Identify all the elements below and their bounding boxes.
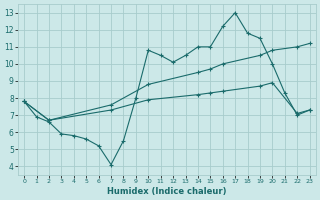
X-axis label: Humidex (Indice chaleur): Humidex (Indice chaleur) bbox=[107, 187, 227, 196]
